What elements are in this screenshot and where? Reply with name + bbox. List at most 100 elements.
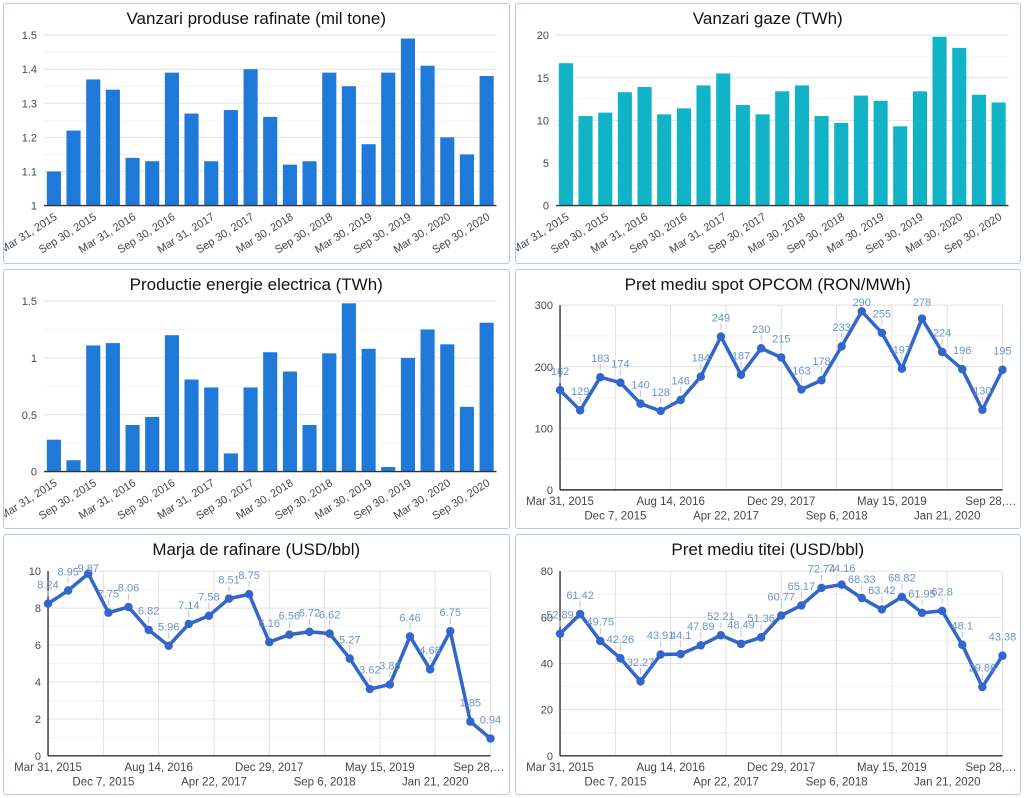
data-point[interactable] <box>776 610 785 620</box>
bar[interactable] <box>794 85 809 206</box>
bar[interactable] <box>105 89 120 206</box>
chart-panel-marja-de-rafinare[interactable]: Marja de rafinare (USD/bbl) 0 2 4 6 8 10 8.24 8… <box>3 534 510 795</box>
data-point[interactable] <box>595 372 604 382</box>
data-point[interactable] <box>555 385 564 395</box>
data-point[interactable] <box>897 364 906 373</box>
data-point[interactable] <box>655 649 665 659</box>
chart-panel-vanzari-produse-rafinate[interactable]: Vanzari produse rafinate (mil tone) 1 1.1… <box>3 3 510 264</box>
bar[interactable] <box>873 100 888 206</box>
bar[interactable] <box>86 345 101 472</box>
data-point[interactable] <box>104 607 113 617</box>
bar[interactable] <box>302 161 317 206</box>
bar[interactable] <box>420 65 435 206</box>
data-point[interactable] <box>615 378 625 387</box>
bar[interactable] <box>46 171 61 206</box>
data-point[interactable] <box>997 650 1007 660</box>
chart-panel-pret-mediu-spot-opcom[interactable]: Pret mediu spot OPCOM (RON/MWh) 0 100 200 3… <box>514 268 1021 530</box>
data-point[interactable] <box>466 716 475 726</box>
bar[interactable] <box>715 73 730 206</box>
bar[interactable] <box>282 164 297 206</box>
bar[interactable] <box>853 95 868 206</box>
data-point[interactable] <box>345 653 354 663</box>
data-point[interactable] <box>365 684 375 693</box>
data-point[interactable] <box>857 306 866 316</box>
bar[interactable] <box>833 123 848 206</box>
bar[interactable] <box>577 116 593 206</box>
bar[interactable] <box>400 357 416 472</box>
data-point[interactable] <box>756 343 765 353</box>
data-point[interactable] <box>957 364 966 374</box>
data-point[interactable] <box>184 619 193 628</box>
data-point[interactable] <box>917 608 926 617</box>
bar[interactable] <box>597 112 612 206</box>
bar[interactable] <box>381 72 396 206</box>
bar[interactable] <box>322 72 337 206</box>
data-point[interactable] <box>265 637 274 646</box>
data-point[interactable] <box>796 385 806 394</box>
data-point[interactable] <box>124 602 133 611</box>
data-point[interactable] <box>736 370 745 379</box>
bar[interactable] <box>420 329 435 472</box>
data-point[interactable] <box>84 568 93 578</box>
bar[interactable] <box>755 114 770 206</box>
data-point[interactable] <box>977 405 987 414</box>
bar[interactable] <box>204 161 219 206</box>
data-point[interactable] <box>877 604 886 614</box>
bar[interactable] <box>971 95 986 206</box>
data-point[interactable] <box>816 583 826 592</box>
bar[interactable] <box>735 105 750 206</box>
bar[interactable] <box>912 91 927 206</box>
data-point[interactable] <box>836 579 846 589</box>
bar[interactable] <box>302 424 317 472</box>
bar[interactable] <box>322 353 337 472</box>
data-point[interactable] <box>575 406 584 415</box>
data-point[interactable] <box>555 629 564 638</box>
bar[interactable] <box>184 379 199 472</box>
bar[interactable] <box>105 343 120 472</box>
data-point[interactable] <box>756 632 765 642</box>
bar[interactable] <box>223 453 238 472</box>
bar[interactable] <box>282 371 297 472</box>
bar[interactable] <box>459 154 474 206</box>
data-point[interactable] <box>937 347 946 357</box>
bar[interactable] <box>400 38 416 206</box>
data-point[interactable] <box>977 682 987 691</box>
data-point[interactable] <box>446 626 455 635</box>
chart-panel-vanzari-gaze[interactable]: Vanzari gaze (TWh) 0 5 10 15 20 Mar 31, 2015 S… <box>514 3 1021 264</box>
data-point[interactable] <box>595 636 604 645</box>
bar[interactable] <box>479 76 494 206</box>
data-point[interactable] <box>575 609 584 618</box>
data-point[interactable] <box>305 627 314 636</box>
data-point[interactable] <box>716 332 725 341</box>
bar[interactable] <box>46 439 61 472</box>
bar[interactable] <box>66 130 81 206</box>
data-point[interactable] <box>204 611 214 620</box>
data-point[interactable] <box>836 341 846 351</box>
data-point[interactable] <box>164 641 173 650</box>
bar[interactable] <box>223 110 238 206</box>
data-point[interactable] <box>615 653 625 663</box>
data-point[interactable] <box>285 629 294 639</box>
data-point[interactable] <box>937 606 946 615</box>
bar[interactable] <box>164 72 179 206</box>
bar[interactable] <box>145 161 160 206</box>
data-point[interactable] <box>696 640 705 650</box>
bar[interactable] <box>440 137 455 206</box>
bar[interactable] <box>932 37 947 206</box>
data-point[interactable] <box>43 598 53 608</box>
data-point[interactable] <box>144 625 153 634</box>
data-point[interactable] <box>655 406 665 416</box>
bar[interactable] <box>813 116 829 206</box>
data-point[interactable] <box>796 600 806 610</box>
bar[interactable] <box>361 348 376 472</box>
data-point[interactable] <box>425 664 435 674</box>
bar[interactable] <box>440 344 455 472</box>
data-point[interactable] <box>877 328 886 338</box>
bar[interactable] <box>479 322 494 472</box>
chart-panel-productie-energie-electrica[interactable]: Productie energie electrica (TWh) 0 0.5 1 1… <box>3 268 510 530</box>
data-point[interactable] <box>224 593 234 603</box>
data-point[interactable] <box>675 395 685 405</box>
bar[interactable] <box>341 303 356 472</box>
data-point[interactable] <box>244 589 254 599</box>
bar[interactable] <box>656 114 671 206</box>
